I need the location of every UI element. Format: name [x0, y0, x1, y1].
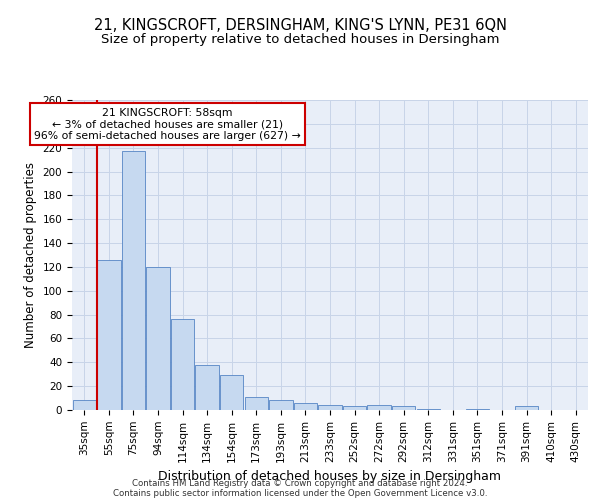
Bar	[245, 397, 268, 410]
Bar	[73, 400, 96, 410]
Bar	[466, 409, 489, 410]
Bar	[171, 320, 194, 410]
Bar	[392, 406, 415, 410]
Text: 21, KINGSCROFT, DERSINGHAM, KING'S LYNN, PE31 6QN: 21, KINGSCROFT, DERSINGHAM, KING'S LYNN,…	[94, 18, 506, 32]
Text: Size of property relative to detached houses in Dersingham: Size of property relative to detached ho…	[101, 32, 499, 46]
Text: Contains public sector information licensed under the Open Government Licence v3: Contains public sector information licen…	[113, 488, 487, 498]
Bar	[367, 405, 391, 410]
Bar	[416, 409, 440, 410]
Bar	[97, 260, 121, 410]
Bar	[269, 400, 293, 410]
Y-axis label: Number of detached properties: Number of detached properties	[24, 162, 37, 348]
Bar	[294, 403, 317, 410]
Bar	[319, 405, 341, 410]
Bar	[515, 406, 538, 410]
Bar	[122, 152, 145, 410]
Text: Contains HM Land Registry data © Crown copyright and database right 2024.: Contains HM Land Registry data © Crown c…	[132, 478, 468, 488]
Bar	[146, 267, 170, 410]
X-axis label: Distribution of detached houses by size in Dersingham: Distribution of detached houses by size …	[158, 470, 502, 483]
Bar	[220, 376, 244, 410]
Text: 21 KINGSCROFT: 58sqm
← 3% of detached houses are smaller (21)
96% of semi-detach: 21 KINGSCROFT: 58sqm ← 3% of detached ho…	[34, 108, 301, 141]
Bar	[196, 364, 219, 410]
Bar	[343, 406, 366, 410]
